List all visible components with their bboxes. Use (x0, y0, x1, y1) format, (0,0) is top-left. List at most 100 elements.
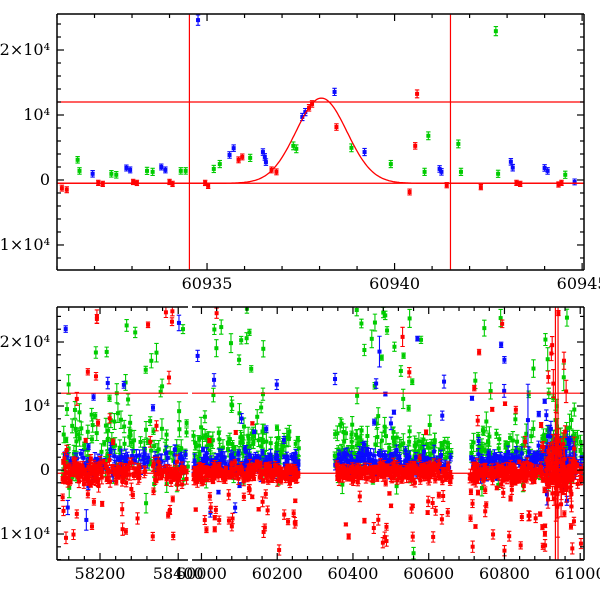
data-point (202, 518, 207, 523)
data-point (263, 463, 268, 468)
axis-ticks (56, 14, 584, 270)
data-point (470, 544, 475, 549)
data-point (121, 382, 126, 387)
data-point (419, 446, 424, 451)
data-point (519, 451, 524, 456)
data-point (471, 476, 476, 481)
data-point (468, 473, 473, 478)
data-point (349, 432, 354, 437)
data-point (105, 455, 110, 460)
data-point (278, 476, 283, 481)
data-point (246, 436, 251, 441)
data-point (507, 534, 512, 539)
data-point (356, 441, 361, 446)
data-point (149, 448, 154, 453)
data-point (383, 313, 388, 318)
data-point (501, 457, 506, 462)
data-point (358, 435, 363, 440)
data-point (580, 476, 584, 481)
data-point (82, 469, 87, 474)
data-point (562, 456, 567, 461)
data-point (427, 422, 432, 427)
data-point (104, 477, 109, 482)
data-point (441, 447, 446, 452)
data-point (508, 467, 513, 472)
data-point (510, 438, 515, 443)
data-point (114, 466, 119, 471)
data-point (496, 171, 501, 176)
data-point (255, 414, 260, 419)
data-point (435, 467, 440, 472)
data-point (153, 472, 158, 477)
data-point (562, 475, 567, 480)
data-point (546, 428, 551, 433)
data-point (83, 447, 88, 452)
data-point (543, 543, 548, 548)
data-point (206, 183, 211, 188)
data-point (78, 451, 83, 456)
data-point (197, 443, 202, 448)
y-tick-label: -1×10⁴ (0, 235, 50, 254)
data-point (211, 475, 216, 480)
data-point (135, 516, 140, 521)
data-point (366, 458, 371, 463)
data-point (356, 476, 361, 481)
data-point (228, 341, 233, 346)
data-point (526, 392, 531, 397)
data-point (426, 133, 431, 138)
data-point (64, 448, 69, 453)
data-point (442, 379, 447, 384)
data-point (169, 474, 174, 479)
data-point (414, 467, 419, 472)
data-point (236, 157, 241, 162)
data-point (112, 472, 117, 477)
points-layer-b (62, 314, 584, 531)
data-point (127, 434, 132, 439)
data-point (104, 465, 109, 470)
data-point (339, 474, 344, 479)
data-point (335, 476, 340, 481)
data-point (388, 421, 393, 426)
data-point (131, 473, 136, 478)
data-point (399, 467, 404, 472)
data-point (415, 470, 420, 475)
data-point (74, 396, 79, 401)
reference-lines (57, 14, 584, 270)
data-point (375, 476, 380, 481)
data-point (88, 456, 93, 461)
data-point (150, 534, 155, 539)
data-point (246, 459, 251, 464)
data-point (204, 527, 209, 532)
data-point (223, 471, 228, 476)
data-point (513, 407, 518, 412)
data-point (422, 449, 427, 454)
data-point (447, 451, 452, 456)
data-point (115, 468, 120, 473)
data-point (512, 479, 517, 484)
data-point (467, 476, 472, 481)
data-point (564, 315, 569, 320)
data-point (403, 448, 408, 453)
data-point (394, 484, 399, 489)
data-point (443, 469, 448, 474)
data-point (216, 490, 221, 495)
data-point (483, 509, 488, 514)
data-point (351, 479, 356, 484)
data-point (137, 476, 142, 481)
data-point (96, 478, 101, 483)
data-point (167, 507, 172, 512)
data-point (524, 431, 529, 436)
data-point (261, 529, 266, 534)
data-point (178, 168, 183, 173)
data-point (247, 468, 252, 473)
data-point (275, 453, 280, 458)
data-point (374, 421, 379, 426)
data-point (158, 469, 163, 474)
data-point (335, 431, 340, 436)
data-point (151, 489, 156, 494)
data-point (98, 460, 103, 465)
data-point (424, 464, 429, 469)
data-point (94, 374, 99, 379)
data-point (377, 453, 382, 458)
data-point (204, 466, 209, 471)
